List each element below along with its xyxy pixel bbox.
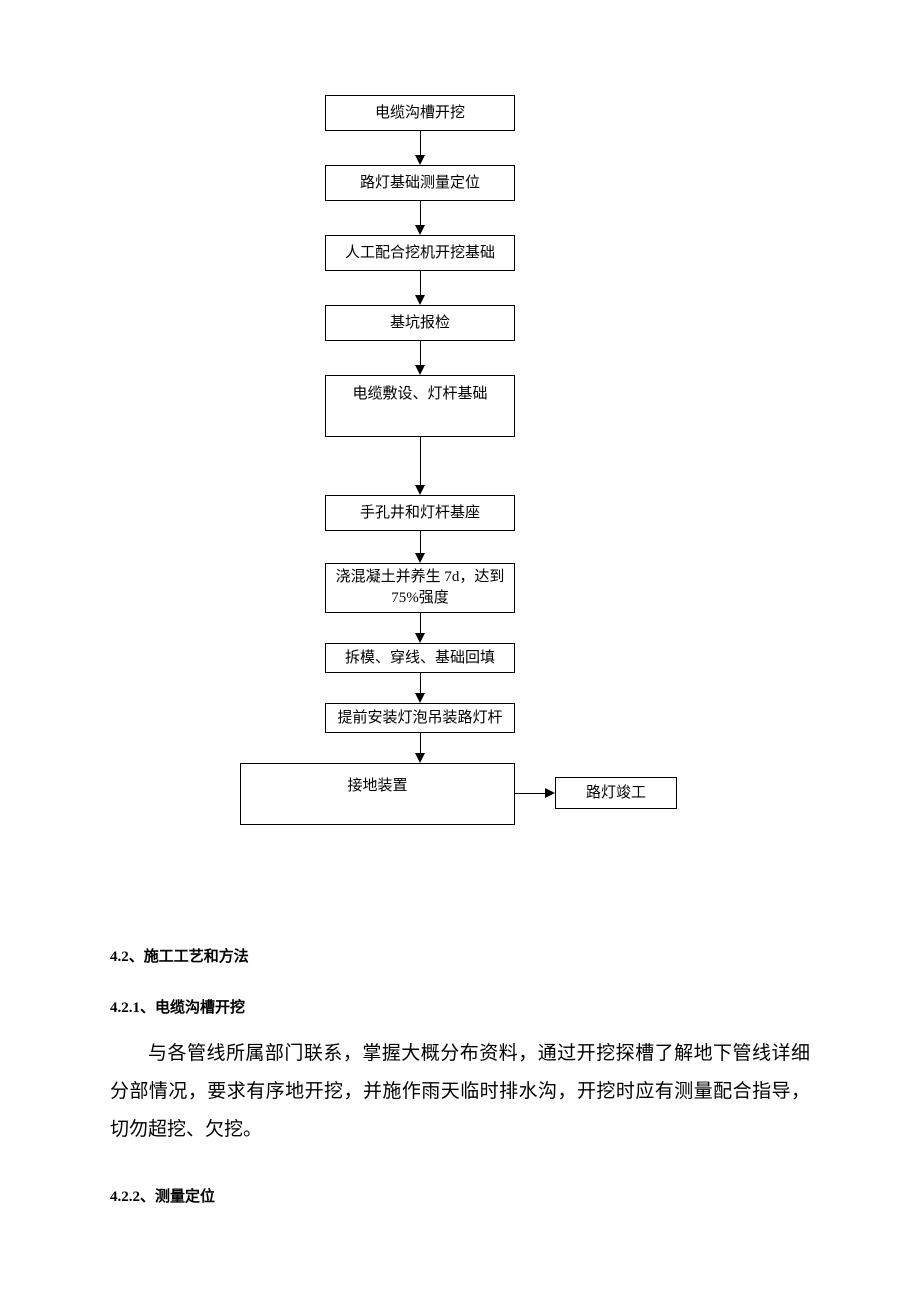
arrow-head-icon bbox=[415, 633, 425, 643]
arrow-head-icon bbox=[415, 753, 425, 763]
flow-node-11: 路灯竣工 bbox=[555, 777, 677, 809]
flow-arrow bbox=[420, 673, 421, 693]
arrow-head-icon bbox=[415, 155, 425, 165]
flow-arrow bbox=[420, 733, 421, 753]
flow-arrow bbox=[420, 131, 421, 155]
flow-arrow bbox=[420, 271, 421, 295]
flow-arrow bbox=[420, 201, 421, 225]
flow-node-5: 电缆敷设、灯杆基础 bbox=[325, 375, 515, 437]
flow-node-10: 接地装置 bbox=[240, 763, 515, 825]
flow-node-6: 手孔井和灯杆基座 bbox=[325, 495, 515, 531]
arrow-head-icon bbox=[545, 788, 555, 798]
process-flowchart: 电缆沟槽开挖 路灯基础测量定位 人工配合挖机开挖基础 基坑报检 电缆敷设、灯杆基… bbox=[240, 95, 680, 875]
flow-arrow bbox=[515, 793, 545, 794]
section-heading-4-2-1: 4.2.1、电缆沟槽开挖 bbox=[110, 996, 810, 1017]
flow-node-8: 拆模、穿线、基础回填 bbox=[325, 643, 515, 673]
paragraph-4-2-1: 与各管线所属部门联系，掌握大概分布资料，通过开挖探槽了解地下管线详细分部情况，要… bbox=[110, 1035, 810, 1149]
arrow-head-icon bbox=[415, 553, 425, 563]
flow-node-2: 路灯基础测量定位 bbox=[325, 165, 515, 201]
flow-arrow bbox=[420, 531, 421, 553]
flow-node-7: 浇混凝土并养生 7d，达到75%强度 bbox=[325, 563, 515, 613]
flow-arrow bbox=[420, 437, 421, 485]
arrow-head-icon bbox=[415, 485, 425, 495]
flow-node-4: 基坑报检 bbox=[325, 305, 515, 341]
arrow-head-icon bbox=[415, 295, 425, 305]
flow-node-3: 人工配合挖机开挖基础 bbox=[325, 235, 515, 271]
section-heading-4-2: 4.2、施工工艺和方法 bbox=[110, 945, 810, 966]
arrow-head-icon bbox=[415, 225, 425, 235]
flow-arrow bbox=[420, 613, 421, 633]
arrow-head-icon bbox=[415, 365, 425, 375]
flow-arrow bbox=[420, 341, 421, 365]
arrow-head-icon bbox=[415, 693, 425, 703]
section-heading-4-2-2: 4.2.2、测量定位 bbox=[110, 1185, 810, 1206]
flow-node-9: 提前安装灯泡吊装路灯杆 bbox=[325, 703, 515, 733]
flow-node-1: 电缆沟槽开挖 bbox=[325, 95, 515, 131]
